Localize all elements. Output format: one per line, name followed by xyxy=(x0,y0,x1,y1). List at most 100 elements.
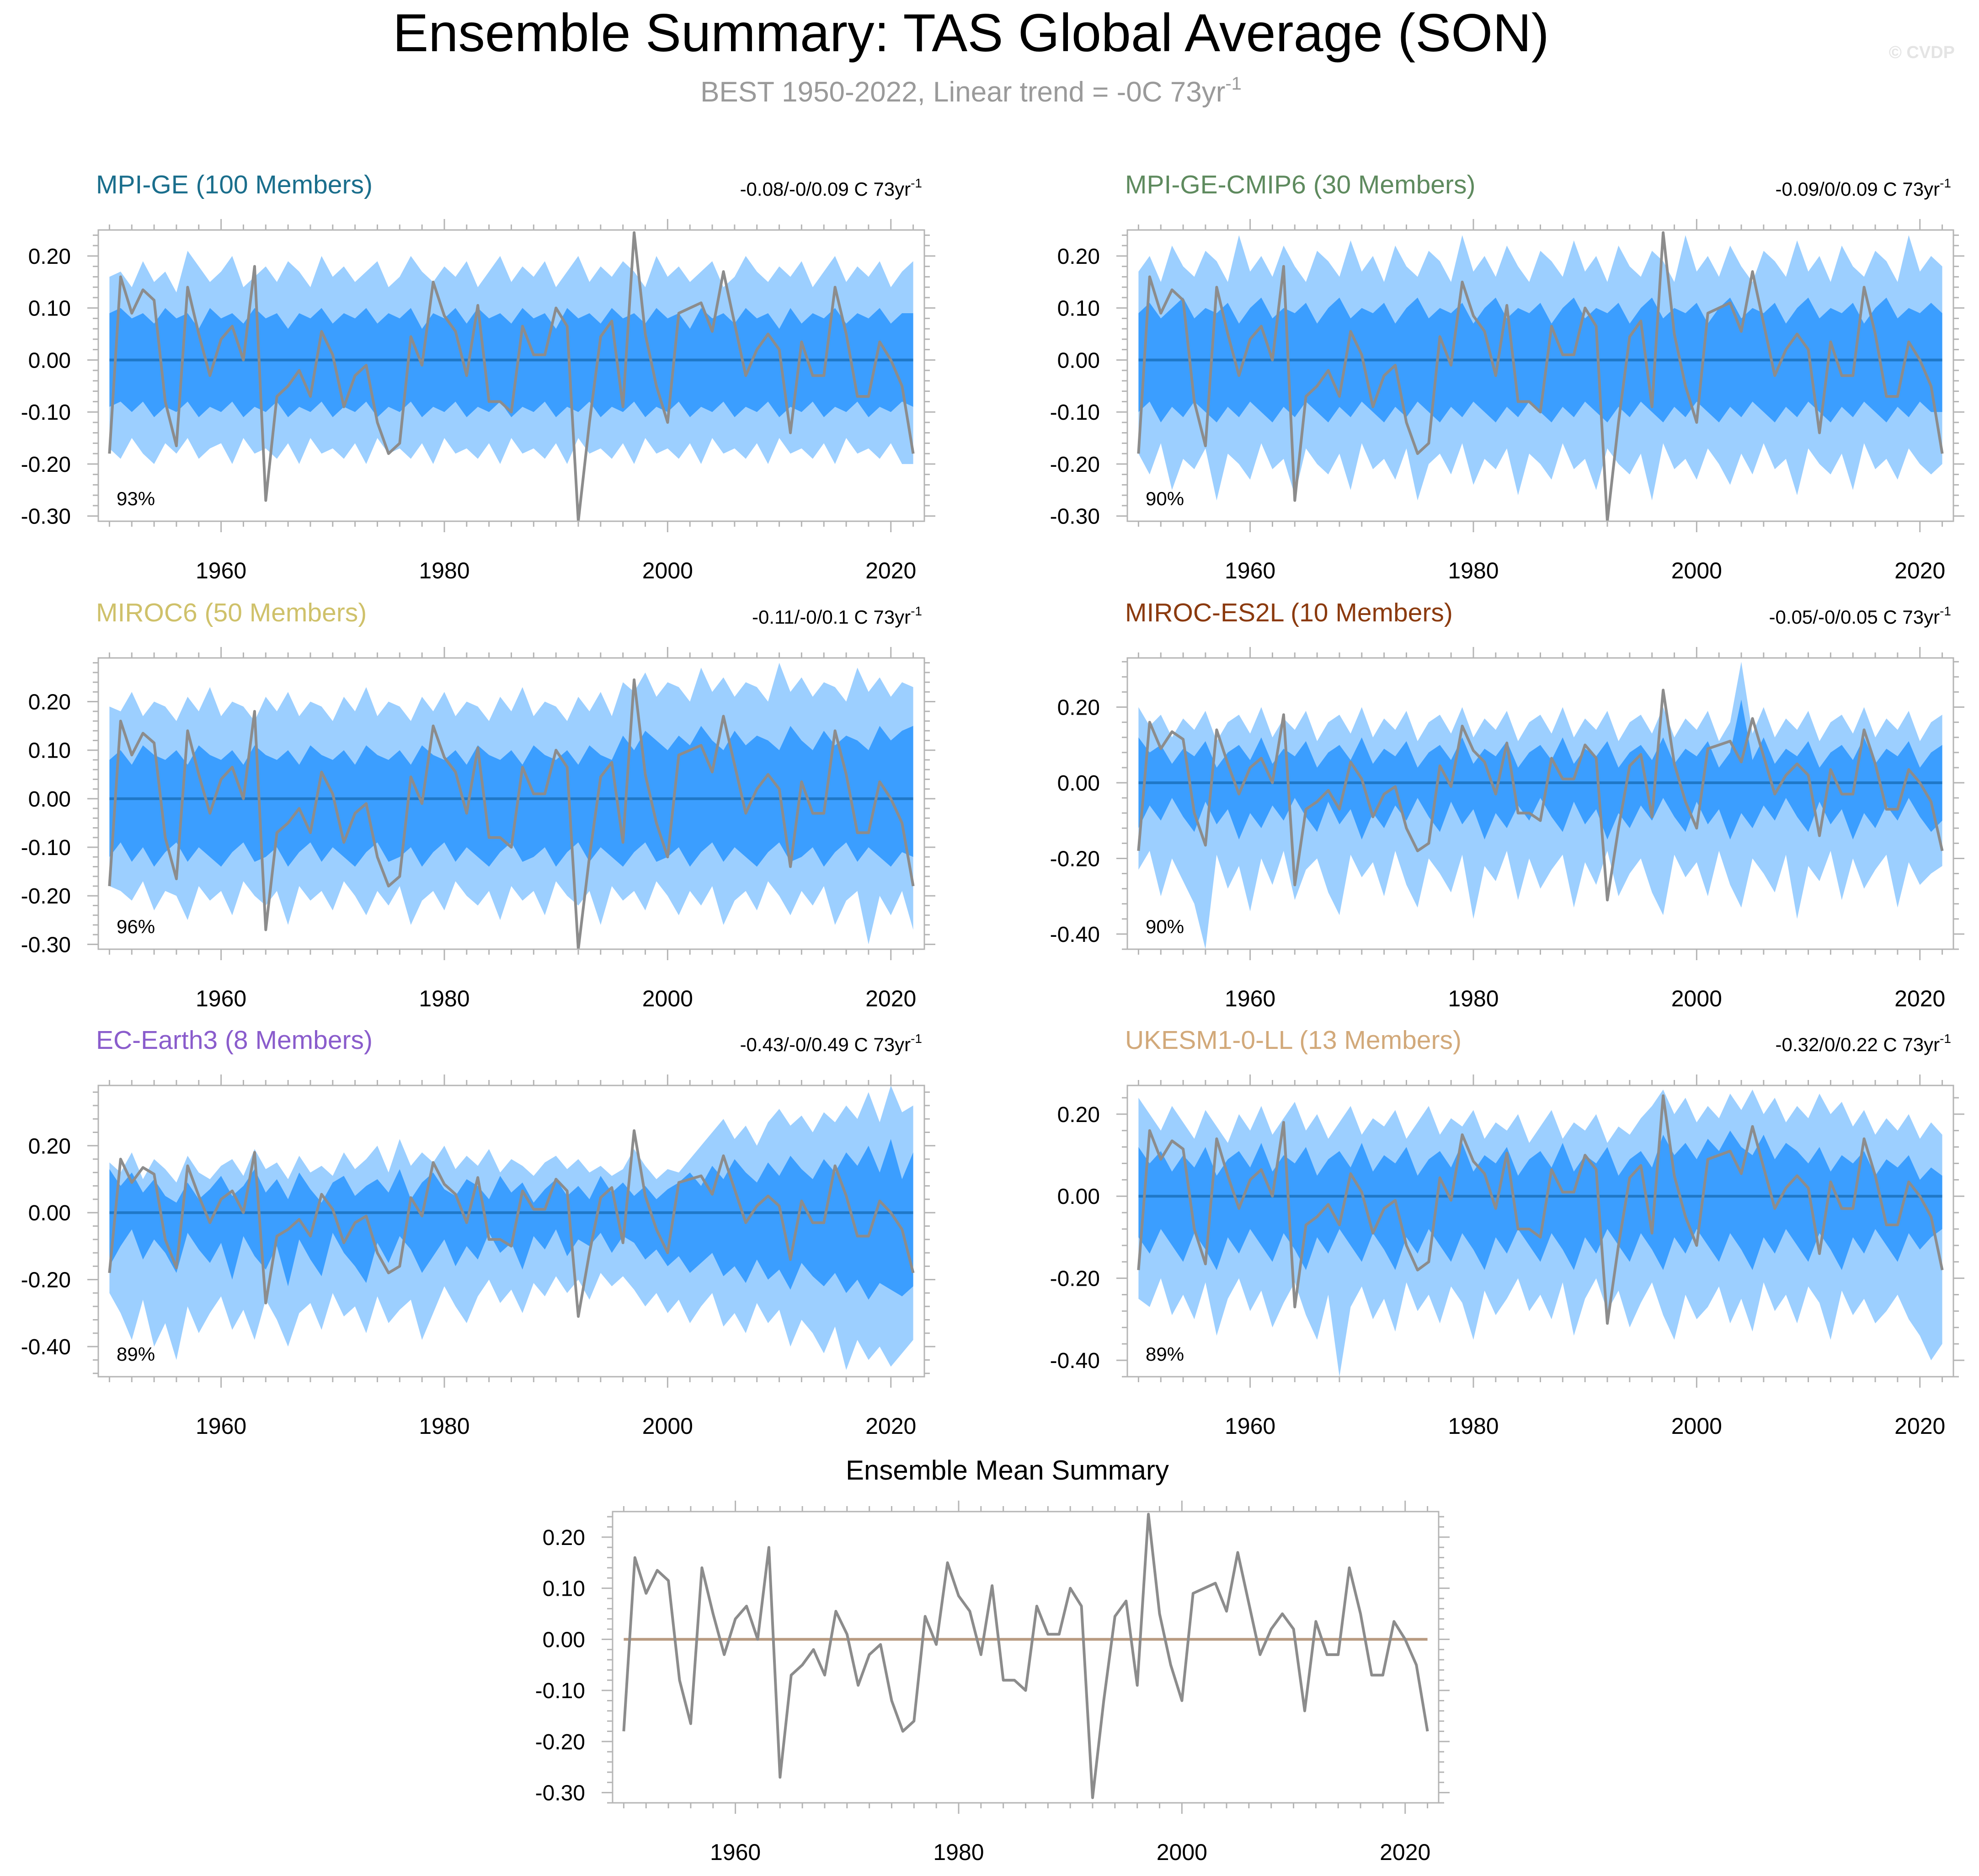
chart-panel-5: 1960 1980 2000 2020 0.20 0.00 -0.20 -0.40 EC-Ear… xyxy=(21,1026,935,1439)
y-tick-label: 0.10 xyxy=(1057,297,1100,321)
y-tick-label: 0.00 xyxy=(28,348,71,373)
agreement-percent-label: 89% xyxy=(1146,1343,1184,1365)
panel-title: MIROC-ES2L (10 Members) xyxy=(1125,598,1453,627)
observed-series-line xyxy=(108,1129,915,1318)
x-tick-label: 2020 xyxy=(1894,558,1945,583)
y-tick-label: 0.20 xyxy=(1057,696,1100,720)
y-tick-label: -0.20 xyxy=(21,453,71,477)
x-tick-label: 1980 xyxy=(1448,1413,1499,1439)
trend-label-text: -0.09/0/0.09 C 73yr xyxy=(1776,178,1940,200)
x-tick-label: 2000 xyxy=(1671,986,1722,1011)
plot-frame xyxy=(612,1511,1440,1804)
x-tick-label: 1960 xyxy=(196,1413,246,1439)
x-tick-label: 1960 xyxy=(1225,986,1275,1011)
plot-area xyxy=(1137,1090,1944,1377)
x-tick-label: 2020 xyxy=(1380,1839,1430,1865)
agreement-percent-label: 89% xyxy=(117,1343,155,1365)
panel-title: MIROC6 (50 Members) xyxy=(96,598,367,627)
y-tick-label: -0.20 xyxy=(21,884,71,909)
figure-subtitle-text: BEST 1950-2022, Linear trend = -0C 73yr xyxy=(700,76,1225,108)
agreement-percent-label: 90% xyxy=(1146,916,1184,937)
y-tick-label: -0.20 xyxy=(535,1730,585,1754)
y-tick-label: -0.30 xyxy=(535,1781,585,1806)
y-tick-label: -0.20 xyxy=(1050,453,1100,477)
x-tick-label: 2000 xyxy=(1671,558,1722,583)
x-tick-label: 2000 xyxy=(1157,1839,1207,1865)
trend-label: -0.08/-0/0.09 C 73yr-1 xyxy=(740,176,922,200)
y-tick-label: -0.40 xyxy=(1050,1349,1100,1373)
x-tick-label: 1980 xyxy=(419,986,469,1011)
observed-series-line xyxy=(622,1513,1429,1799)
inner-spread-band xyxy=(1138,1130,1942,1270)
observed-series-line xyxy=(108,678,915,949)
x-tick-label: 1980 xyxy=(1448,986,1499,1011)
copyright-label: © CVDP xyxy=(1889,43,1955,62)
observed-series-line xyxy=(108,231,915,521)
y-tick-label: -0.30 xyxy=(1050,505,1100,529)
y-tick-label: 0.00 xyxy=(28,1201,71,1225)
trend-label-text: -0.05/-0/0.05 C 73yr xyxy=(1769,606,1940,628)
x-tick-label: 2020 xyxy=(865,1413,916,1439)
x-tick-label: 1960 xyxy=(196,558,246,583)
x-tick-label: 2020 xyxy=(1894,1413,1945,1439)
plot-area xyxy=(622,1513,1429,1799)
chart-panel-4: 1960 1980 2000 2020 0.20 0.00 -0.20 -0.40 MIROC-… xyxy=(1050,598,1964,1011)
panel-title: MPI-GE (100 Members) xyxy=(96,170,373,199)
agreement-percent-label: 93% xyxy=(117,488,155,509)
agreement-percent-label: 90% xyxy=(1146,488,1184,509)
trend-label: -0.43/-0/0.49 C 73yr-1 xyxy=(740,1032,922,1055)
trend-label-text: -0.32/0/0.22 C 73yr xyxy=(1776,1034,1940,1055)
inner-spread-band xyxy=(109,1139,913,1300)
panel-title: MPI-GE-CMIP6 (30 Members) xyxy=(1125,170,1475,199)
chart-panel-3: 1960 1980 2000 2020 0.20 0.10 0.00 -0.10 -0.20 -0… xyxy=(21,598,935,1011)
y-tick-label: 0.20 xyxy=(28,690,71,715)
agreement-percent-label: 96% xyxy=(117,916,155,937)
y-tick-label: -0.40 xyxy=(21,1335,71,1359)
chart-panel-7: 1960 1980 2000 2020 0.20 0.10 0.00 -0.10 -0.20 -0… xyxy=(535,1455,1450,1865)
inner-spread-band xyxy=(109,308,913,417)
y-tick-label: -0.10 xyxy=(21,401,71,425)
chart-panel-2: 1960 1980 2000 2020 0.20 0.10 0.00 -0.10 -0.20 -0… xyxy=(1050,170,1964,583)
trend-label: -0.32/0/0.22 C 73yr-1 xyxy=(1776,1032,1951,1055)
y-tick-label: 0.20 xyxy=(543,1526,585,1550)
x-tick-label: 2000 xyxy=(642,558,693,583)
panel-title: Ensemble Mean Summary xyxy=(846,1455,1169,1486)
y-tick-label: -0.20 xyxy=(1050,847,1100,871)
y-tick-label: 0.10 xyxy=(543,1577,585,1601)
plot-area xyxy=(108,231,915,521)
x-tick-label: 1960 xyxy=(196,986,246,1011)
x-tick-label: 1960 xyxy=(710,1839,761,1865)
x-tick-label: 1960 xyxy=(1225,558,1275,583)
x-tick-label: 2020 xyxy=(865,558,916,583)
x-tick-label: 2020 xyxy=(865,986,916,1011)
trend-label: -0.05/-0/0.05 C 73yr-1 xyxy=(1769,604,1951,628)
chart-panel-1: 1960 1980 2000 2020 0.20 0.10 0.00 -0.10 -0.20 -0… xyxy=(21,170,935,583)
y-tick-label: -0.30 xyxy=(21,933,71,957)
panel-group: 1960 1980 2000 2020 0.20 0.10 0.00 -0.10 -0.20 -0… xyxy=(21,170,1964,1865)
chart-panel-6: 1960 1980 2000 2020 0.20 0.00 -0.20 -0.40 UKESM1… xyxy=(1050,1026,1964,1439)
trend-label-text: -0.08/-0/0.09 C 73yr xyxy=(740,178,911,200)
figure-title: Ensemble Summary: TAS Global Average (SO… xyxy=(393,3,1549,63)
trend-label-exponent: -1 xyxy=(1940,176,1951,190)
plot-area xyxy=(1137,231,1944,521)
observed-series-line xyxy=(1137,689,1944,902)
y-tick-label: 0.20 xyxy=(28,1134,71,1159)
observed-series-line xyxy=(1137,231,1944,521)
x-tick-label: 1980 xyxy=(419,558,469,583)
plot-area xyxy=(1137,662,1944,949)
y-tick-label: 0.00 xyxy=(1057,771,1100,796)
y-tick-label: -0.10 xyxy=(21,836,71,860)
y-tick-label: 0.20 xyxy=(28,245,71,269)
y-tick-label: -0.40 xyxy=(1050,923,1100,947)
y-tick-label: -0.10 xyxy=(1050,401,1100,425)
panel-title: UKESM1-0-LL (13 Members) xyxy=(1125,1026,1462,1055)
x-tick-label: 2000 xyxy=(642,1413,693,1439)
trend-label-exponent: -1 xyxy=(911,1032,922,1046)
y-tick-label: 0.20 xyxy=(1057,1103,1100,1127)
trend-label-exponent: -1 xyxy=(911,176,922,190)
y-tick-label: 0.00 xyxy=(28,787,71,812)
trend-label-exponent: -1 xyxy=(911,604,922,618)
x-tick-label: 2020 xyxy=(1894,986,1945,1011)
trend-label: -0.09/0/0.09 C 73yr-1 xyxy=(1776,176,1951,200)
